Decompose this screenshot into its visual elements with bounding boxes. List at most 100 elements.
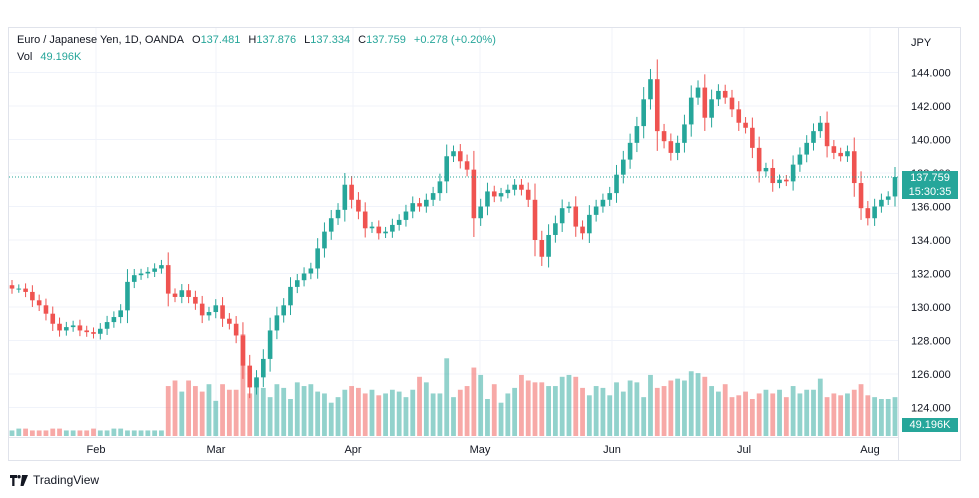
candle-body <box>702 87 708 118</box>
candle-body <box>716 90 721 100</box>
volume-bar <box>682 380 687 436</box>
volume-bar <box>70 430 76 436</box>
volume-bar <box>29 430 35 436</box>
candle-body <box>362 211 368 229</box>
volume-bar <box>274 384 280 436</box>
volume-bar <box>213 400 219 436</box>
candle-body <box>831 146 837 153</box>
candle-body <box>879 199 884 207</box>
volume-bar <box>457 389 463 436</box>
candle-body <box>756 147 762 172</box>
candle-body <box>294 280 300 287</box>
volume-bar <box>152 430 158 436</box>
candle-body <box>159 265 164 269</box>
volume-bar <box>607 395 613 436</box>
volume-bar <box>505 393 511 436</box>
volume-bar <box>301 386 307 436</box>
candle-body <box>417 203 422 207</box>
volume-bar <box>702 376 708 436</box>
price-tick-label: 144.000 <box>911 68 951 80</box>
candle-body <box>457 151 463 162</box>
volume-value: 49.196K <box>40 51 82 63</box>
volume-bar <box>892 397 898 436</box>
price-tick-label: 126.000 <box>911 369 951 381</box>
candle-body <box>695 87 701 98</box>
volume-bar <box>824 397 830 436</box>
candle-body <box>661 131 667 142</box>
high-value: 137.876 <box>256 34 297 46</box>
volume-bar <box>145 430 151 436</box>
volume-bar <box>220 384 225 436</box>
volume-bar <box>614 382 619 436</box>
candle-body <box>30 291 35 301</box>
candle-body <box>383 231 388 234</box>
candle-body <box>627 142 633 160</box>
candle-body <box>885 196 891 200</box>
volume-bar <box>716 391 721 436</box>
candle-body <box>811 131 816 143</box>
volume-bar <box>668 380 674 436</box>
candle-body <box>580 226 585 234</box>
volume-legend: Vol 49.196K <box>17 51 81 63</box>
volume-bar <box>525 380 531 436</box>
candle-body <box>152 268 157 272</box>
volume-bar <box>349 386 355 436</box>
candle-body <box>668 141 674 153</box>
volume-bar <box>125 430 130 436</box>
candle-body <box>70 325 76 328</box>
candle-body <box>845 151 850 157</box>
time-tick-label: Apr <box>344 444 361 456</box>
candle-body <box>64 327 69 331</box>
volume-bar <box>620 391 626 436</box>
candle-body <box>648 79 653 100</box>
candle-body <box>824 122 830 147</box>
time-tick-label: Jun <box>603 444 621 456</box>
candle-body <box>206 312 212 316</box>
volume-bar <box>376 395 382 436</box>
volume-bar <box>247 393 253 436</box>
volume-bar <box>172 380 178 436</box>
candle-body <box>315 248 320 269</box>
volume-bar <box>159 430 164 436</box>
candle-body <box>797 154 803 165</box>
candle-body <box>9 285 15 289</box>
price-tick-label: 128.000 <box>911 336 951 348</box>
tradingview-logo[interactable]: TradingView <box>10 473 99 487</box>
candle-body <box>838 152 843 157</box>
candle-body <box>464 161 470 170</box>
volume-bar <box>260 387 266 436</box>
candle-body <box>491 191 497 197</box>
candle-body <box>614 174 619 194</box>
candle-body <box>288 286 293 306</box>
volume-bar <box>695 373 701 436</box>
candle-body <box>349 184 354 200</box>
candle-body <box>539 240 545 257</box>
candle-body <box>817 122 823 132</box>
brand-name: TradingView <box>33 473 100 487</box>
candle-body <box>356 199 361 212</box>
volume-bar <box>539 382 545 436</box>
price-tick-label: 130.000 <box>911 302 951 314</box>
volume-bar <box>403 397 409 436</box>
candle-body <box>607 193 613 200</box>
candle-body <box>390 224 395 232</box>
volume-bar <box>9 430 15 436</box>
volume-bar <box>593 386 599 436</box>
candle-body <box>519 184 524 190</box>
volume-bar <box>641 397 647 436</box>
volume-bar <box>654 387 660 436</box>
volume-bar <box>131 430 137 436</box>
volume-bar <box>356 387 361 436</box>
volume-bar <box>471 367 477 436</box>
change-value: +0.278 (+0.20%) <box>413 34 496 46</box>
candle-body <box>145 271 151 274</box>
candle-body <box>892 177 898 197</box>
volume-bar <box>838 395 844 436</box>
time-tick-label: Mar <box>207 444 226 456</box>
candle-body <box>43 305 49 314</box>
candle-body <box>396 219 402 225</box>
volume-bar <box>396 391 402 436</box>
candle-body <box>125 281 130 311</box>
candle-body <box>240 335 246 366</box>
